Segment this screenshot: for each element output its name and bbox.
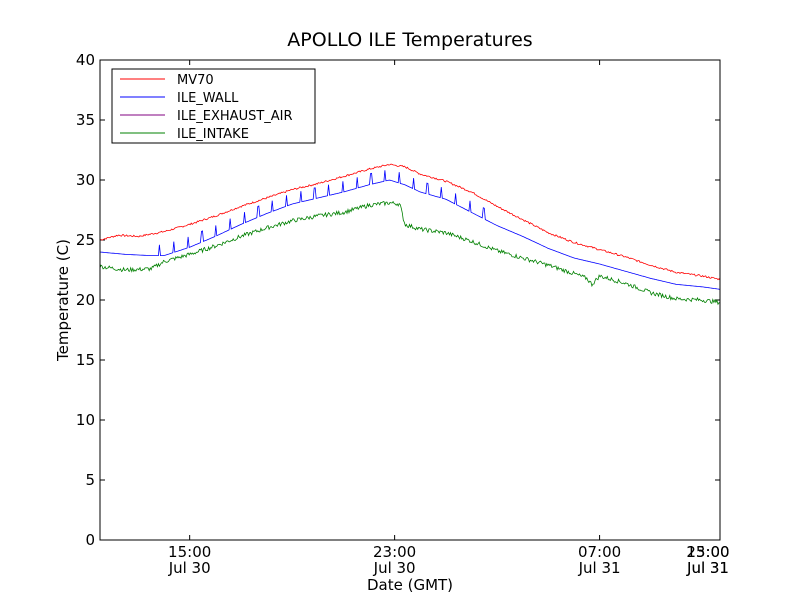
plot-frame [99,59,721,541]
legend-label: ILE_WALL [177,91,239,106]
y-tick-label: 40 [76,51,95,69]
y-tick-label: 25 [76,231,95,249]
legend-label: MV70 [177,73,214,88]
chart-title: APOLLO ILE Temperatures [287,29,532,51]
x-tick-label-time: 15:00 [686,543,729,561]
legend: MV70 ILE_WALL ILE_EXHAUST_AIR ILE_INTAKE [111,68,316,144]
y-tick-label: 15 [76,351,95,369]
x-tick-label-time: 23:00 [373,543,416,561]
legend-label: ILE_INTAKE [177,127,249,142]
y-tick-label: 30 [76,171,95,189]
x-tick-label-time: 07:00 [578,543,621,561]
x-tick-label-time: 15:00 [168,543,211,561]
x-tick-label-date: Jul 30 [373,559,416,577]
x-tick-label-time: 23:00 [686,543,729,561]
series-line-mv70 [99,163,721,281]
x-tick-label-date: Jul 31 [578,559,621,577]
x-tick-label-date: Jul 30 [168,559,211,577]
series-line-ile-wall [99,170,721,290]
x-axis-label: Date (GMT) [367,576,453,594]
x-tick-label-date: Jul 31 [686,559,729,577]
series-line-ile-intake [99,200,721,306]
legend-label: ILE_EXHAUST_AIR [177,109,293,124]
y-tick-label: 10 [76,411,95,429]
x-tick-label-date: Jul 31 [686,559,729,577]
legend-box [111,68,316,144]
y-tick-label: 20 [76,291,95,309]
y-axis-label: Temperature (C) [54,239,72,362]
series-layer [99,163,721,306]
y-tick-label: 5 [85,471,95,489]
y-tick-label: 35 [76,111,95,129]
y-tick-label: 0 [85,531,95,549]
